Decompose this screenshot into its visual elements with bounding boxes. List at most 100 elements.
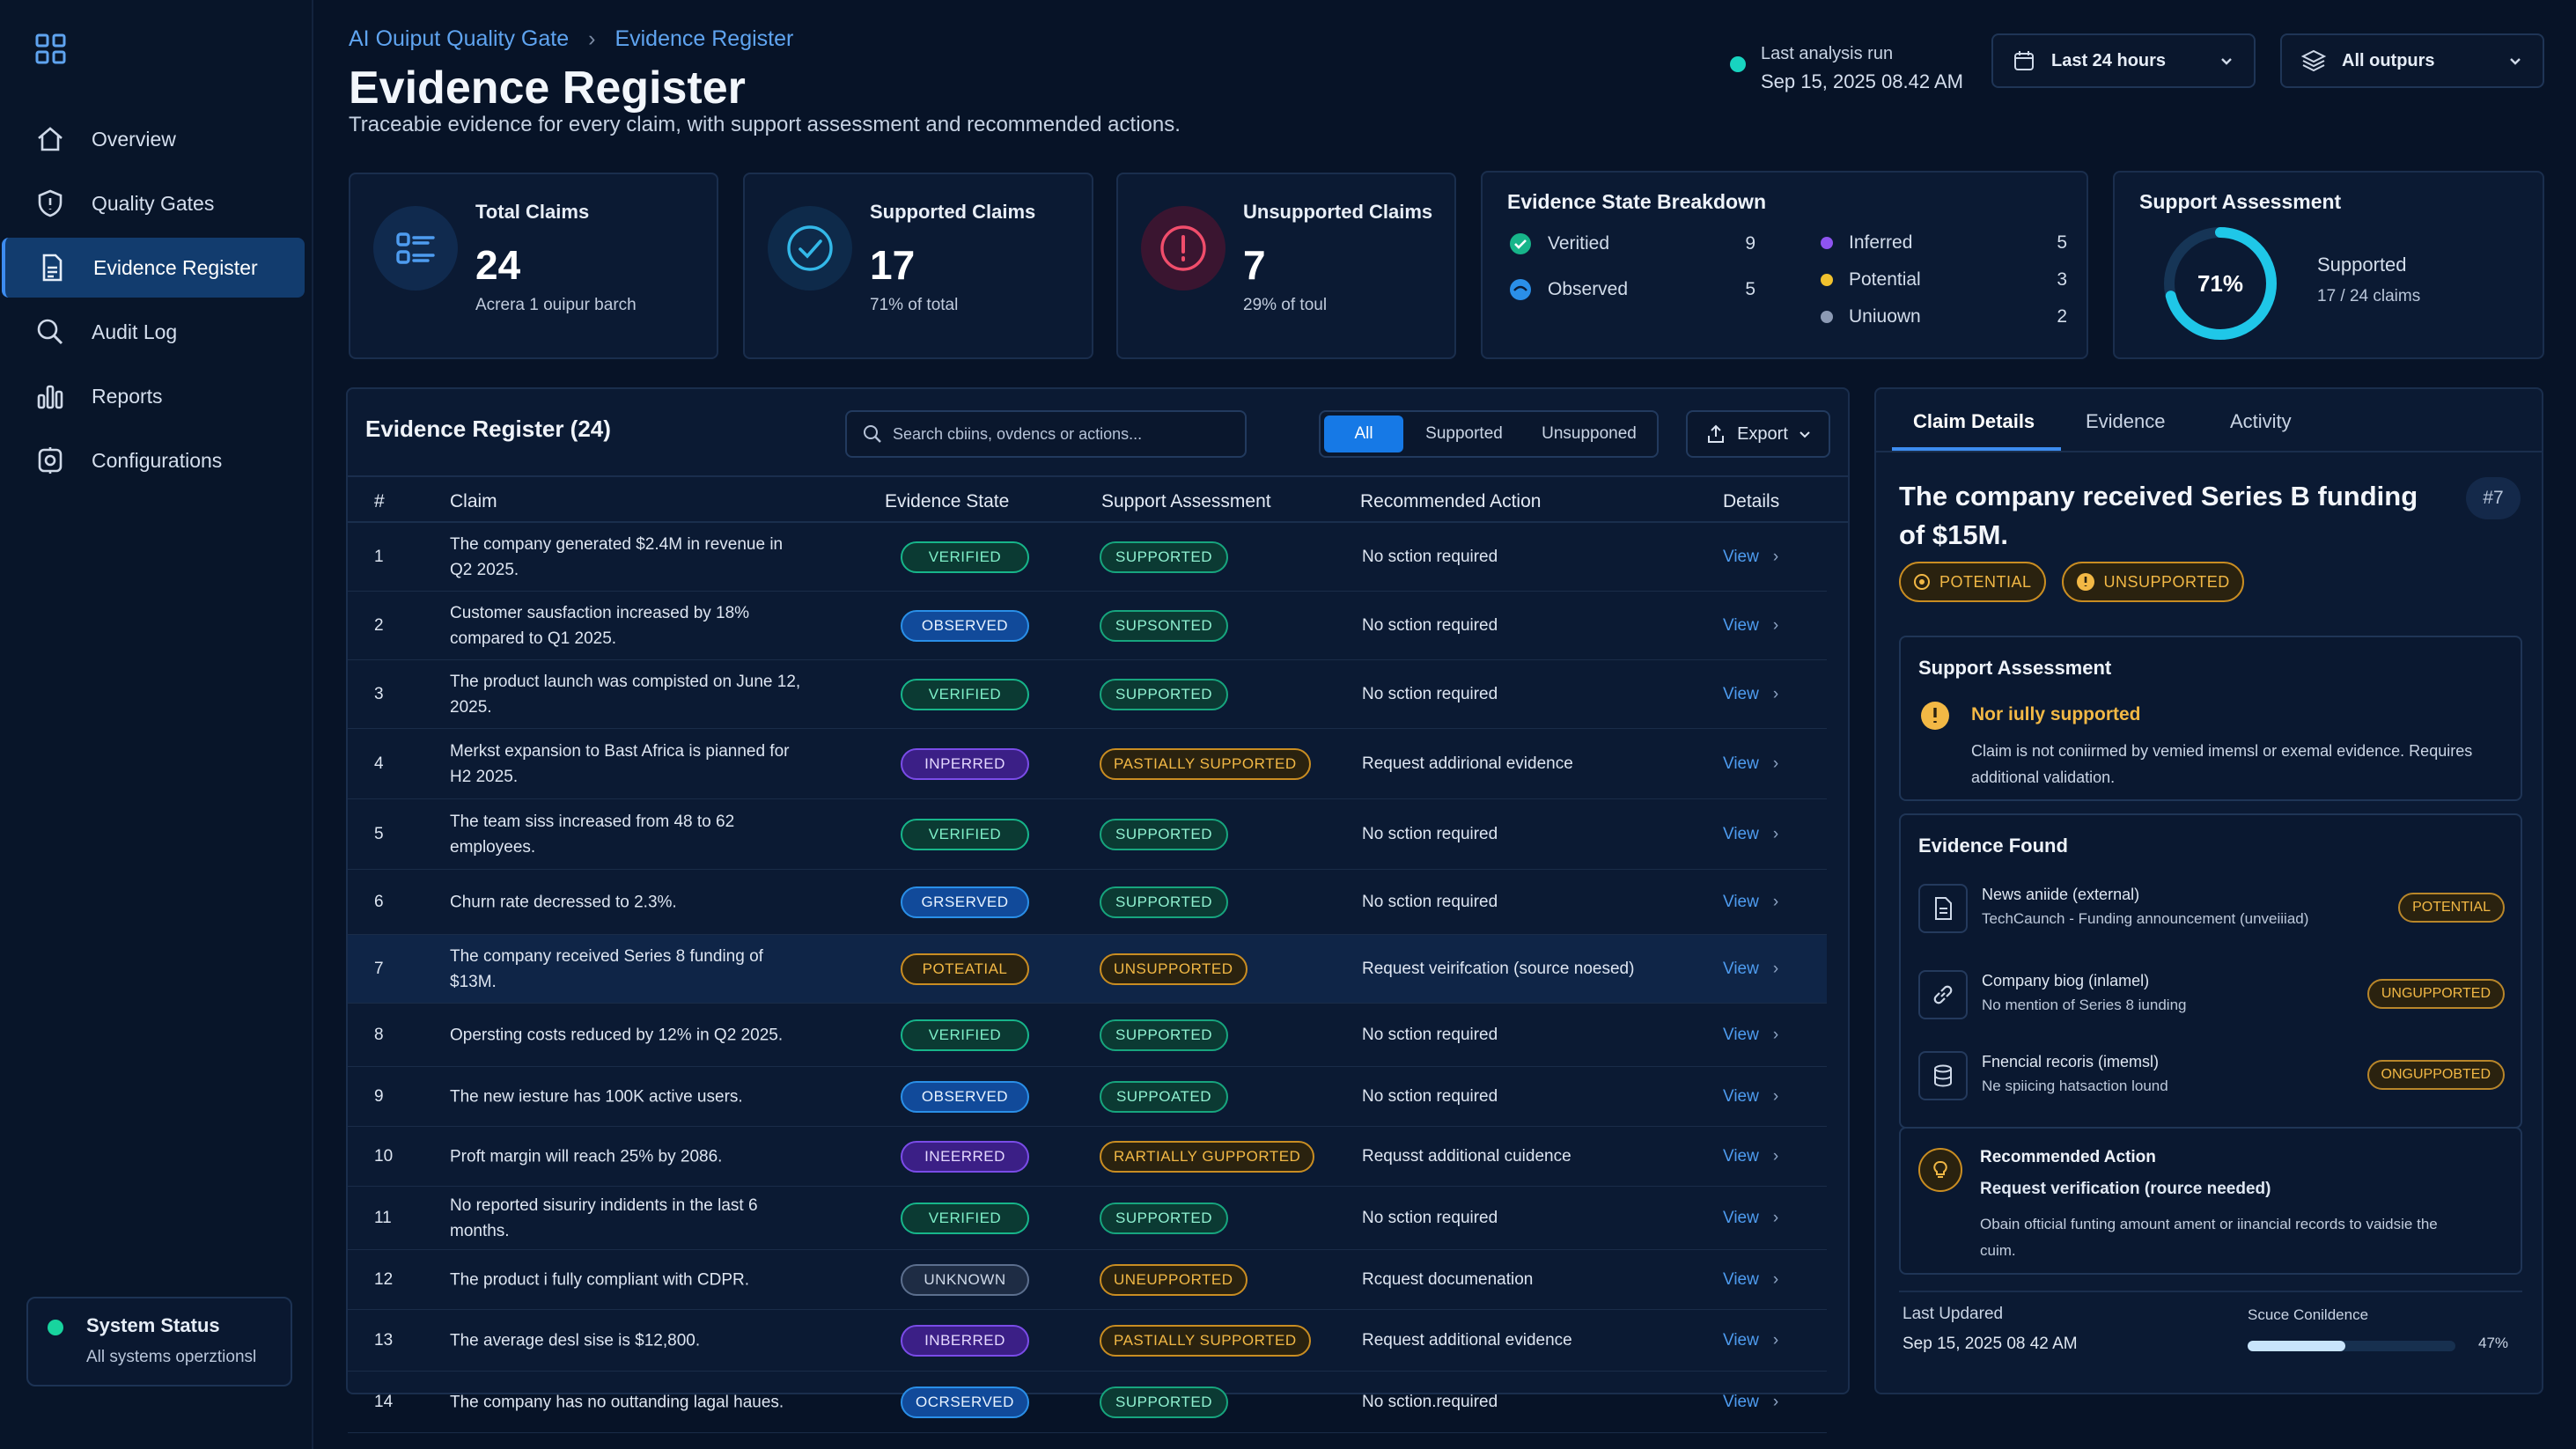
legend-dot: [1821, 311, 1833, 323]
app-grid-icon[interactable]: [33, 32, 69, 67]
row-action: No sction required: [1362, 684, 1498, 703]
table-row[interactable]: 2 Customer sausfaction increased by 18% c…: [348, 592, 1827, 660]
table-row[interactable]: 9 The new iesture has 100K active users. O…: [348, 1067, 1827, 1127]
filter-supported[interactable]: Supported: [1425, 424, 1503, 443]
support-badge: PASTIALLY SUPPORTED: [1100, 747, 1311, 780]
sidebar-item-evidence-register[interactable]: Evidence Register: [2, 238, 305, 298]
tab-evidence[interactable]: Evidence: [2086, 410, 2166, 432]
chevron-down-icon: [2219, 53, 2234, 69]
view-link[interactable]: View ›: [1723, 615, 1779, 635]
recommended-action-box: Recommended Action Request verification …: [1899, 1127, 2522, 1275]
table-row[interactable]: 14 The company has no outtanding lagal ha…: [348, 1372, 1827, 1433]
row-claim: The company has no outtanding lagal haue…: [450, 1393, 784, 1411]
export-button[interactable]: Export: [1686, 410, 1830, 458]
kpi-sub: 29% of toul: [1243, 296, 1328, 314]
column-header-support[interactable]: Support Assessment: [1101, 491, 1271, 511]
tab-activity[interactable]: Activity: [2230, 410, 2292, 432]
table-row[interactable]: 13 The average desl sise is $12,800. INBER…: [348, 1310, 1827, 1372]
bar-chart-icon: [33, 379, 67, 413]
output-filter-dropdown[interactable]: All outpurs: [2280, 33, 2544, 88]
view-link[interactable]: View ›: [1723, 824, 1779, 843]
chevron-down-icon: [1800, 431, 1810, 438]
evidence-item[interactable]: Fnencial recoris (imemsl) Ne spiicing ha…: [1918, 1044, 2505, 1111]
tab-claim-details[interactable]: Claim Details: [1913, 410, 2035, 432]
details-tabs: Claim Details Evidence Activity: [1876, 389, 2542, 452]
view-link[interactable]: View ›: [1723, 1330, 1779, 1350]
claim-title: The company received Series B funding of…: [1899, 481, 2418, 550]
check-circle-icon: [1510, 233, 1531, 254]
row-action: No sction required: [1362, 1025, 1498, 1044]
time-range-dropdown[interactable]: Last 24 hours: [1991, 33, 2256, 88]
support-badge: SUPPORTED: [1100, 818, 1228, 850]
view-link[interactable]: View ›: [1723, 1025, 1779, 1044]
view-link[interactable]: View ›: [1723, 754, 1779, 773]
chevron-down-icon: [2507, 53, 2523, 69]
breadcrumb-item-current[interactable]: Evidence Register: [615, 26, 794, 51]
row-number: 8: [374, 1025, 384, 1044]
view-link[interactable]: View ›: [1723, 959, 1779, 978]
breakdown-count: 2: [2057, 306, 2067, 327]
filter-all[interactable]: All: [1324, 416, 1403, 452]
table-row[interactable]: 8 Opersting costs reduced by 12% in Q2 20…: [348, 1004, 1827, 1067]
table-row[interactable]: 5 The team siss increased from 48 to 62 e…: [348, 799, 1827, 870]
support-badge: RARTIALLY GUPPORTED: [1100, 1140, 1315, 1173]
table-row[interactable]: 4 Merkst expansion to Bast Africa is pian…: [348, 729, 1827, 799]
evidence-state-badge: VERIFIED: [901, 1019, 1029, 1051]
evidence-found-title: Evidence Found: [1918, 835, 2068, 857]
breakdown-count: 3: [2057, 269, 2067, 290]
row-action: No sction required: [1362, 892, 1498, 911]
row-action: Request veirifcation (source noesed): [1362, 959, 1635, 978]
layers-icon: [2301, 48, 2326, 73]
row-action: Request additional evidence: [1362, 1330, 1572, 1350]
evidence-state-badge: VERIFIED: [901, 678, 1029, 710]
table-row[interactable]: 11 No reported sisuriry indidents in the …: [348, 1187, 1827, 1250]
export-icon: [1708, 424, 1725, 443]
confidence-label: Scuce Conildence: [2248, 1306, 2369, 1323]
evidence-item[interactable]: News aniide (external) TechCaunch - Fund…: [1918, 877, 2505, 944]
view-link[interactable]: View ›: [1723, 1146, 1779, 1166]
evidence-item[interactable]: Company biog (inlamel) No mention of Ser…: [1918, 963, 2505, 1030]
badge-unsupported: UNSUPPORTED: [2061, 562, 2244, 602]
view-link[interactable]: View ›: [1723, 892, 1779, 911]
view-link[interactable]: View ›: [1723, 1392, 1779, 1411]
evidence-state-badge: VERIFIED: [901, 818, 1029, 850]
divider: [1899, 1291, 2522, 1292]
kpi-value: 7: [1243, 242, 1266, 288]
table-row[interactable]: 10 Proft margin will reach 25% by 2086. IN…: [348, 1127, 1827, 1187]
filter-unsupported[interactable]: Unsupponed: [1542, 424, 1637, 443]
support-badge: SUPPOATED: [1100, 1080, 1228, 1113]
claim-number-badge: #7: [2466, 477, 2521, 519]
table-row[interactable]: 12 The product i fully compliant with CDP…: [348, 1250, 1827, 1310]
alert-icon: [2076, 573, 2094, 591]
table-row[interactable]: 7 The company received Series 8 funding o…: [348, 935, 1827, 1004]
table-title: Evidence Register (24): [365, 416, 611, 442]
sidebar-item-reports[interactable]: Reports: [2, 366, 305, 426]
sidebar-item-overview[interactable]: Overview: [2, 109, 305, 169]
view-link[interactable]: View ›: [1723, 1086, 1779, 1106]
sidebar-item-audit-log[interactable]: Audit Log: [2, 302, 305, 362]
column-header-evidence-state[interactable]: Evidence State: [885, 491, 1010, 511]
sidebar-item-quality-gates[interactable]: Quality Gates: [2, 173, 305, 233]
column-header-claim[interactable]: Claim: [450, 491, 497, 511]
breadcrumb-item-root[interactable]: AI Ouiput Quality Gate: [349, 26, 570, 51]
table-row[interactable]: 3 The product launch was compisted on Jun…: [348, 660, 1827, 729]
row-claim: Opersting costs reduced by 12% in Q2 202…: [450, 1026, 784, 1044]
claim-badges: POTENTIAL UNSUPPORTED: [1899, 562, 2244, 602]
sidebar-item-configurations[interactable]: Configurations: [2, 430, 305, 490]
view-link[interactable]: View ›: [1723, 1269, 1779, 1289]
table-row[interactable]: 6 Churn rate decressed to 2.3%. GRSERVED SU…: [348, 870, 1827, 935]
view-link[interactable]: View ›: [1723, 1208, 1779, 1227]
lightbulb-icon: [1918, 1148, 1962, 1192]
shield-icon: [33, 187, 67, 220]
badge-potential: POTENTIAL: [1899, 562, 2046, 602]
column-header-action[interactable]: Recommended Action: [1360, 491, 1542, 511]
alert-circle-icon: [1914, 574, 1930, 590]
kpi-unsupported-claims: Unsupported Claims 7 29% of toul: [1116, 173, 1456, 359]
table-row[interactable]: 1 The company generated $2.4M in revenue …: [348, 523, 1827, 592]
support-donut: 71%: [2164, 227, 2277, 340]
search-input[interactable]: Search cbiins, ovdencs or actions...: [845, 410, 1247, 458]
view-link[interactable]: View ›: [1723, 684, 1779, 703]
support-badge: SUPPORTED: [1100, 1202, 1228, 1234]
evidence-found-box: Evidence Found News aniide (external) Te…: [1899, 813, 2522, 1129]
view-link[interactable]: View ›: [1723, 547, 1779, 566]
